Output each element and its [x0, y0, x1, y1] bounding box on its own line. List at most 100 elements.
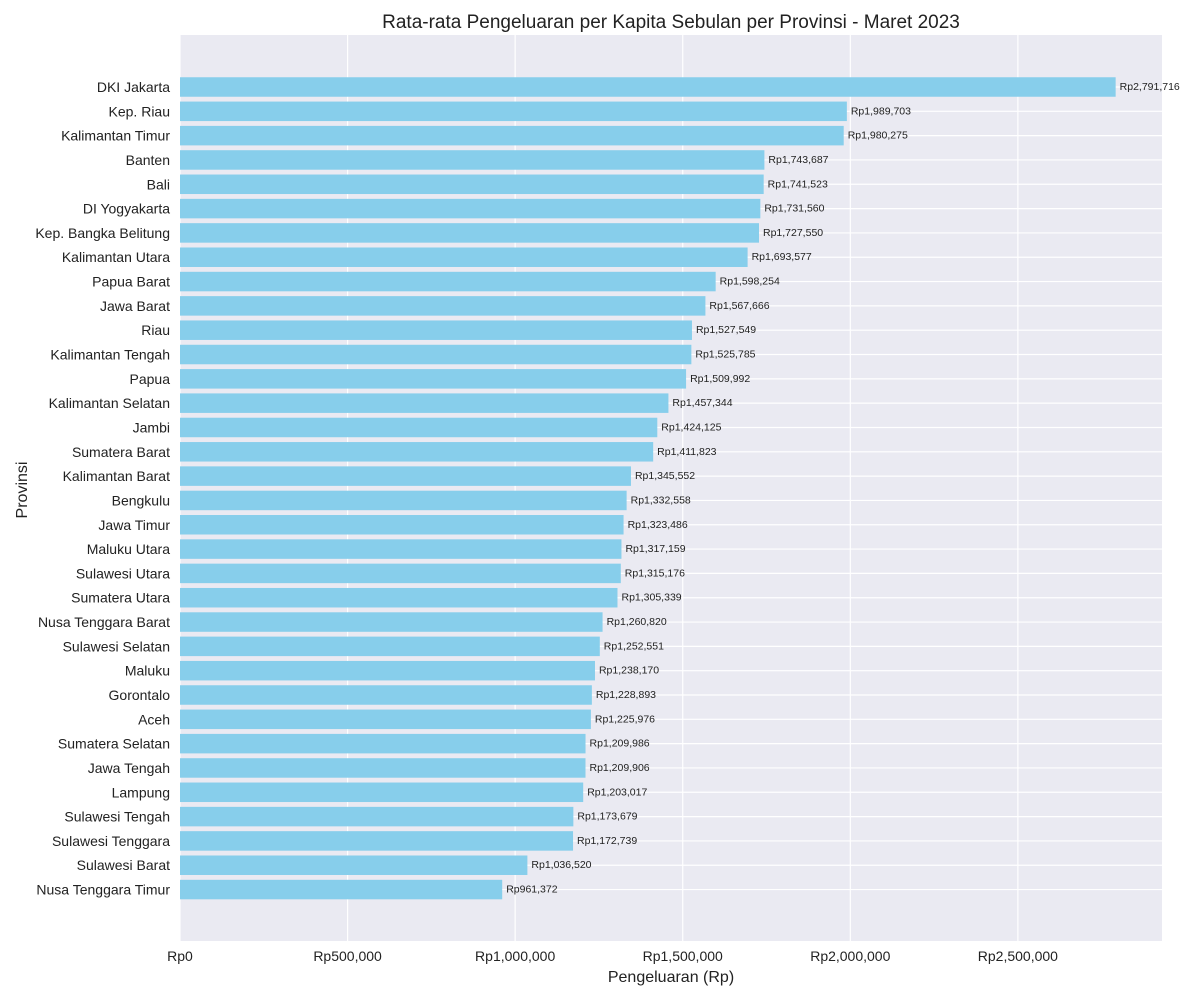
- bar: [180, 271, 716, 292]
- value-label: Rp961,372: [506, 884, 558, 896]
- value-label: Rp1,693,577: [752, 251, 812, 263]
- category-label: Kep. Bangka Belitung: [35, 225, 170, 241]
- x-tick-label: Rp1,500,000: [643, 948, 723, 964]
- category-label: Aceh: [138, 711, 170, 727]
- bar: [180, 344, 692, 365]
- value-label: Rp1,457,344: [672, 397, 732, 409]
- category-label: Sumatera Utara: [71, 590, 170, 606]
- bar: [180, 417, 658, 438]
- bar: [180, 612, 603, 632]
- category-label: Bengkulu: [112, 492, 170, 508]
- x-tick-labels: Rp0 Rp500,000 Rp1,000,000 Rp1,500,000 Rp2,00…: [167, 948, 1058, 964]
- value-label: Rp1,209,986: [590, 738, 650, 750]
- value-label: Rp1,260,820: [607, 616, 667, 628]
- bars: [180, 77, 1116, 900]
- value-label: Rp1,424,125: [661, 421, 721, 433]
- value-label: Rp1,317,159: [625, 543, 685, 555]
- value-label: Rp1,743,687: [768, 154, 828, 166]
- value-label: Rp1,345,552: [635, 470, 695, 482]
- bar: [180, 77, 1116, 97]
- value-label: Rp1,727,550: [763, 227, 823, 239]
- bar: [180, 733, 586, 754]
- bar: [180, 223, 759, 243]
- category-label: Sumatera Selatan: [58, 736, 170, 752]
- x-axis-label: Pengeluaran (Rp): [608, 969, 734, 986]
- bar: [180, 587, 618, 608]
- category-label: Sumatera Barat: [72, 444, 170, 460]
- bar: [180, 150, 765, 170]
- category-label: Kalimantan Selatan: [49, 395, 170, 411]
- bar: [180, 296, 706, 316]
- value-label: Rp1,305,339: [621, 592, 681, 604]
- category-label: DKI Jakarta: [97, 79, 170, 95]
- bar: [180, 806, 574, 827]
- x-tick-label: Rp2,500,000: [978, 948, 1058, 964]
- bar: [180, 563, 621, 584]
- category-label: Riau: [141, 322, 170, 338]
- value-label: Rp1,323,486: [628, 519, 688, 531]
- category-label: Nusa Tenggara Barat: [38, 614, 170, 630]
- category-label: Sulawesi Barat: [77, 857, 170, 873]
- bar: [180, 855, 528, 875]
- value-label: Rp1,315,176: [625, 567, 685, 579]
- value-label: Rp1,036,520: [531, 859, 591, 871]
- bar: [180, 709, 591, 730]
- x-tick-label: Rp500,000: [313, 948, 382, 964]
- category-label: Kep. Riau: [109, 103, 170, 119]
- bar: [180, 879, 503, 900]
- value-label: Rp1,238,170: [599, 665, 659, 677]
- value-label: Rp1,252,551: [604, 640, 664, 652]
- bar: [180, 515, 624, 535]
- value-label: Rp1,203,017: [587, 786, 647, 798]
- value-label: Rp1,527,549: [696, 324, 756, 336]
- chart-title: Rata-rata Pengeluaran per Kapita Sebulan…: [382, 12, 960, 33]
- value-label: Rp1,509,992: [690, 373, 750, 385]
- bar: [180, 320, 692, 340]
- category-label: DI Yogyakarta: [83, 201, 170, 217]
- bar: [180, 636, 600, 657]
- category-label: Gorontalo: [109, 687, 171, 703]
- bar: [180, 101, 847, 122]
- y-tick-labels: DKI Jakarta Kep. Riau Kalimantan Timur Bant…: [35, 79, 170, 898]
- category-label: Jambi: [133, 419, 170, 435]
- category-label: Sulawesi Tenggara: [52, 833, 170, 849]
- category-label: Nusa Tenggara Timur: [36, 882, 170, 898]
- bar: [180, 198, 761, 219]
- category-label: Papua: [130, 371, 171, 387]
- bar: [180, 174, 764, 195]
- bar: [180, 247, 748, 267]
- bar: [180, 442, 654, 462]
- y-axis-label: Provinsi: [14, 462, 31, 519]
- value-label: Rp1,332,558: [631, 494, 691, 506]
- value-label: Rp1,228,893: [596, 689, 656, 701]
- value-label: Rp1,225,976: [595, 713, 655, 725]
- bar: [180, 369, 687, 389]
- bar: [180, 758, 586, 778]
- bar: [180, 490, 627, 511]
- category-label: Jawa Tengah: [88, 760, 170, 776]
- category-label: Kalimantan Barat: [63, 468, 171, 484]
- category-label: Jawa Barat: [100, 298, 170, 314]
- category-label: Sulawesi Tengah: [64, 809, 170, 825]
- x-tick-label: Rp1,000,000: [475, 948, 555, 964]
- value-label: Rp1,567,666: [709, 300, 769, 312]
- category-label: Kalimantan Tengah: [50, 347, 170, 363]
- value-label: Rp1,173,679: [577, 811, 637, 823]
- value-label: Rp1,989,703: [851, 105, 911, 117]
- value-label: Rp1,598,254: [720, 276, 780, 288]
- bar: [180, 660, 595, 681]
- category-label: Papua Barat: [92, 274, 170, 290]
- value-label: Rp1,741,523: [768, 178, 828, 190]
- value-label: Rp1,209,906: [590, 762, 650, 774]
- category-label: Banten: [126, 152, 170, 168]
- x-tick-label: Rp0: [167, 948, 193, 964]
- value-label: Rp1,525,785: [695, 349, 755, 361]
- bar: [180, 831, 574, 851]
- bar: [180, 393, 669, 413]
- plot-area: [180, 35, 1162, 941]
- value-label: Rp1,731,560: [764, 203, 824, 215]
- category-label: Kalimantan Timur: [61, 128, 170, 144]
- bar: [180, 539, 622, 559]
- bar: [180, 466, 631, 486]
